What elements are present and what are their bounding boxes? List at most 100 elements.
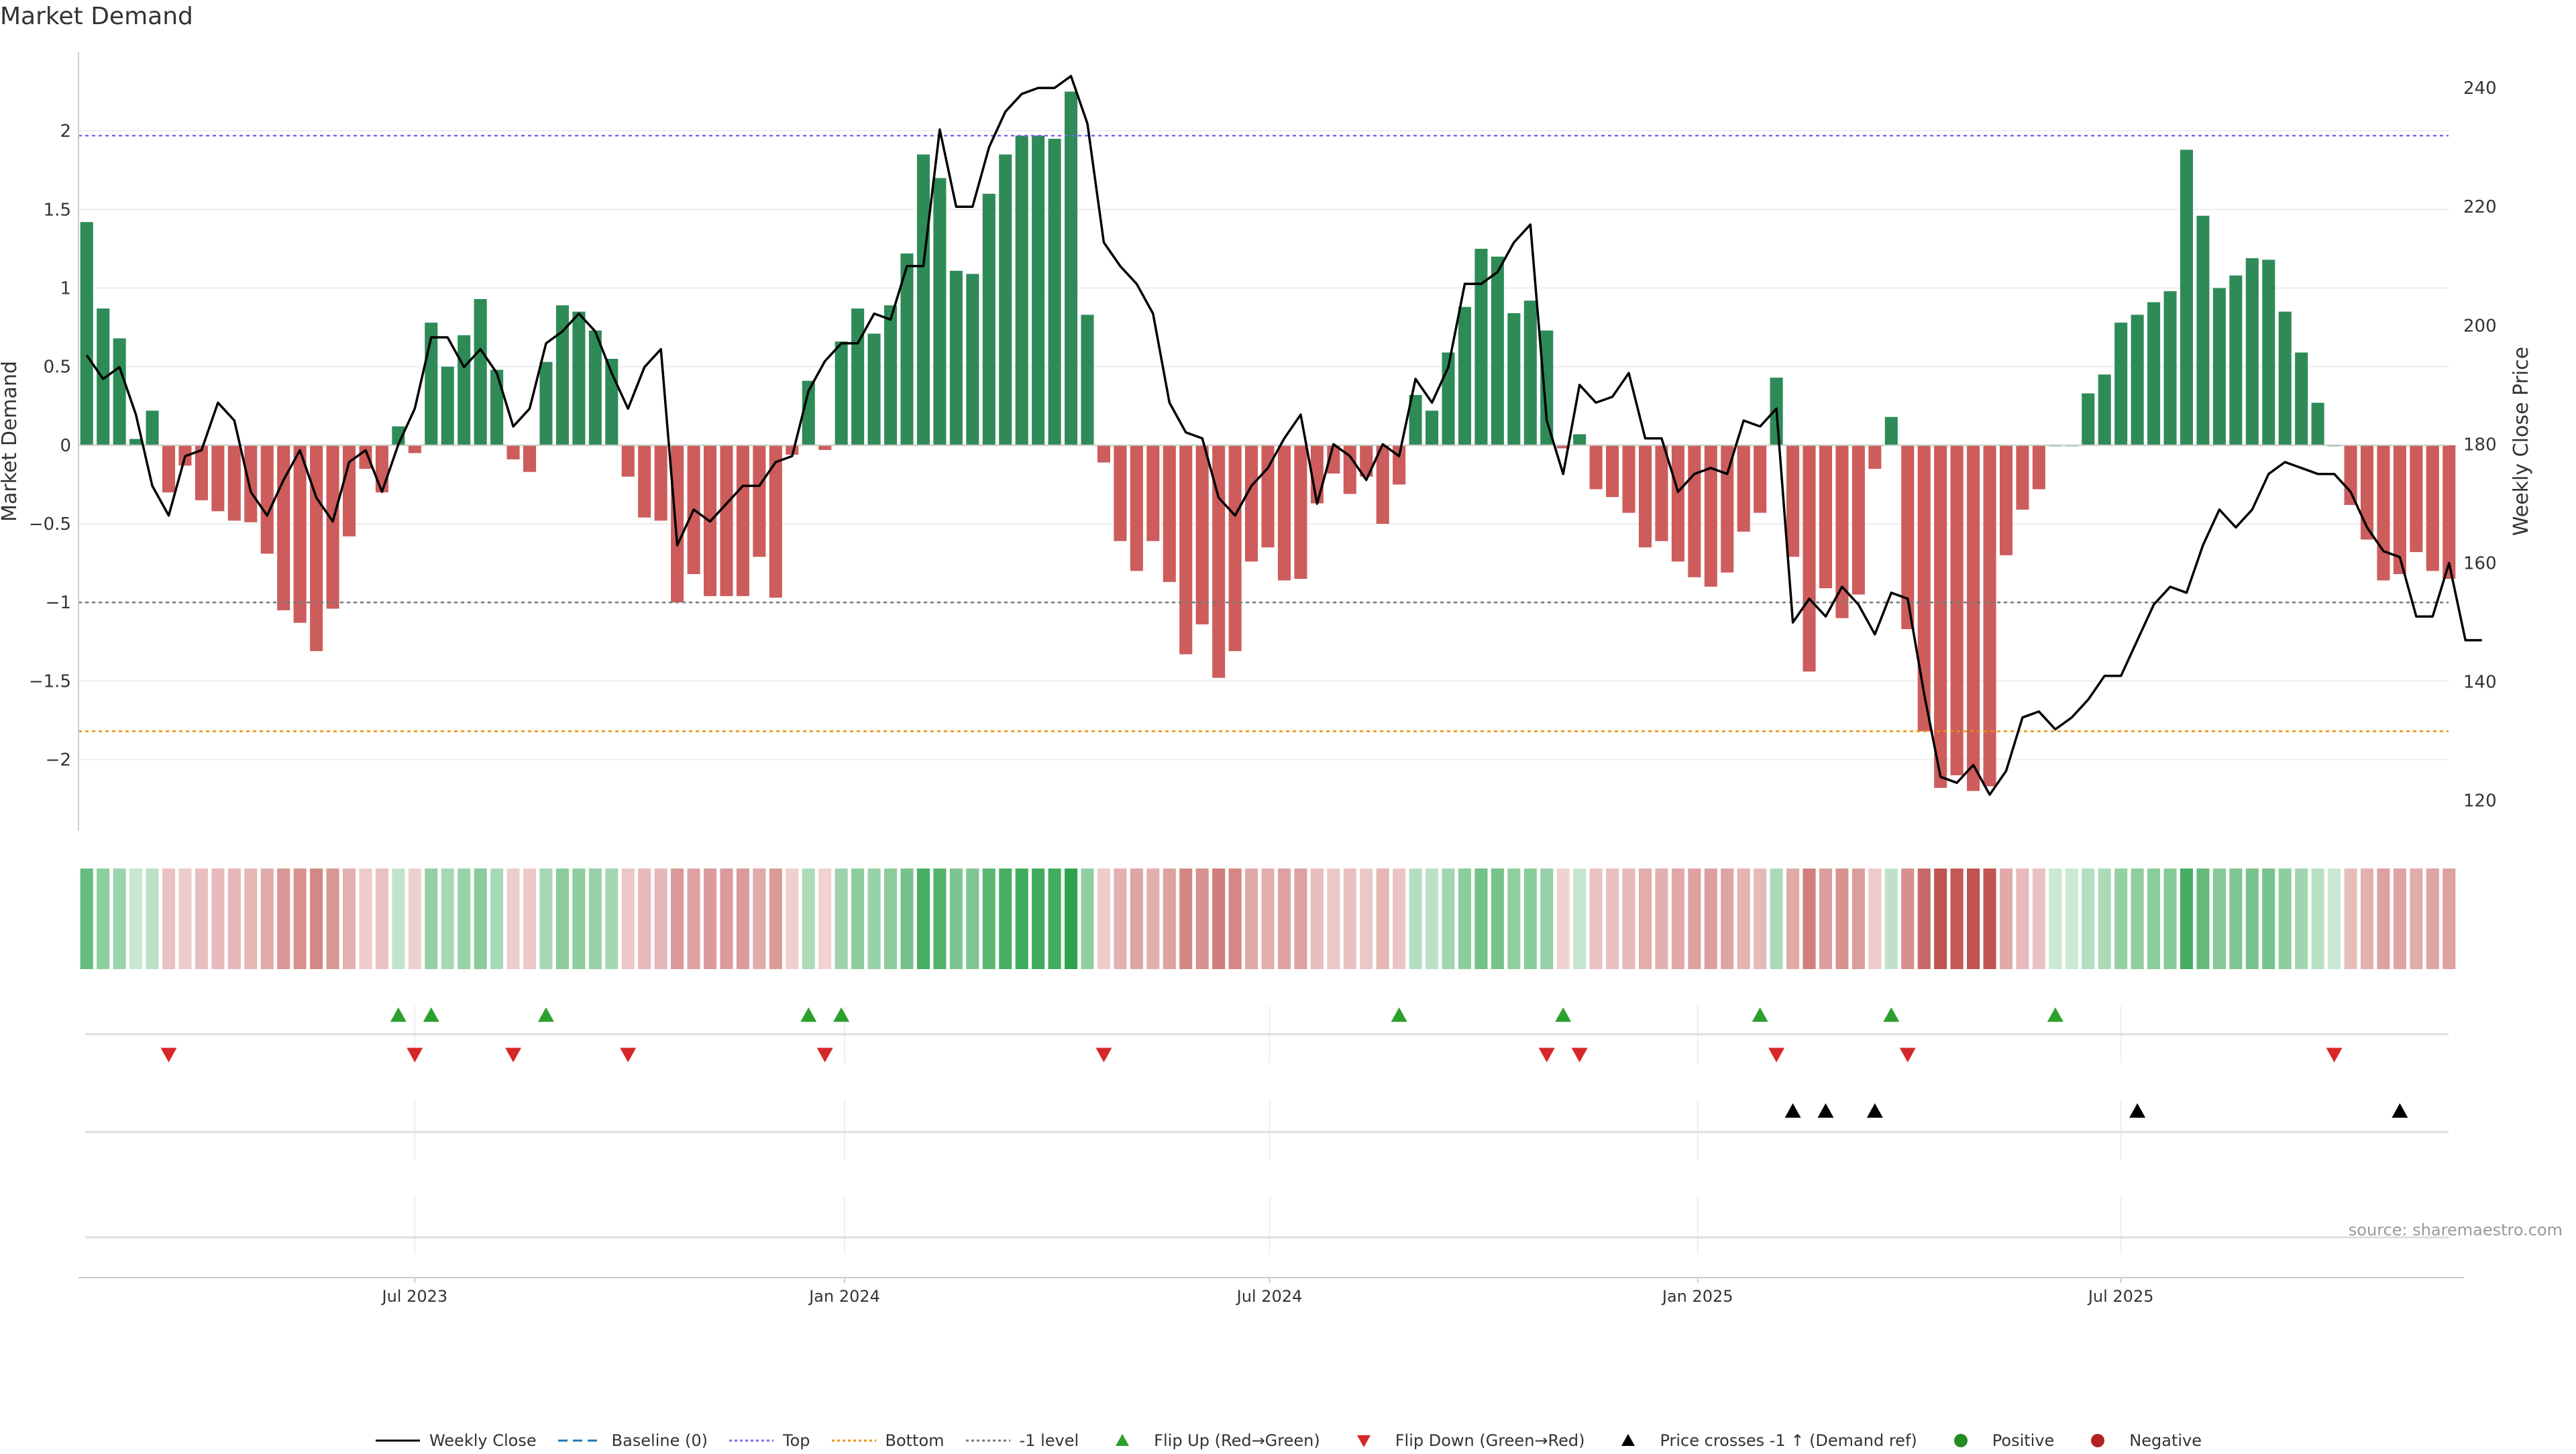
flip-down-marker [2326,1048,2343,1062]
demand-bar [753,445,766,557]
heat-cell [1754,869,1767,969]
flip-down-marker [1538,1048,1555,1062]
heat-cell [2278,869,2292,969]
heat-cell [818,869,832,969]
demand-bar [1803,445,1816,672]
heat-cell [425,869,438,969]
demand-bar [999,154,1012,445]
heat-cell [555,869,569,969]
demand-bar [1540,330,1554,445]
demand-bar [211,445,225,512]
demand-bar [1917,445,1931,732]
heat-cell [211,869,225,969]
demand-bar [1212,445,1226,678]
heat-cell [982,869,996,969]
heat-cell [703,869,717,969]
heat-cell [572,869,586,969]
demand-bar [1081,315,1094,445]
demand-bar [195,445,208,500]
demand-bar [1754,445,1767,513]
demand-bar [720,445,733,596]
legend-item: Price crosses -1 ↑ (Demand ref) [1605,1431,1917,1450]
heat-cell [1983,869,1996,969]
legend-item: Top [728,1431,810,1450]
legend-label: Price crosses -1 ↑ (Demand ref) [1660,1431,1917,1450]
legend-symbol-dash [557,1439,602,1442]
legend-item: Flip Down (Green→Red) [1340,1431,1585,1450]
heat-cell [1426,869,1439,969]
flip-up-marker [390,1007,407,1022]
demand-bar [851,308,865,445]
heat-cell [2065,869,2078,969]
demand-bar [506,445,520,459]
heat-cell [293,869,307,969]
heat-cell [605,869,619,969]
demand-bar [1048,138,1061,445]
heat-cell [490,869,504,969]
heat-cell [671,869,684,969]
heat-cell [2082,869,2095,969]
heat-cell [802,869,815,969]
demand-bar [1556,445,1570,449]
heat-cell [1950,869,1964,969]
heat-cell [900,869,914,969]
heat-cell [1884,869,1898,969]
heat-cell [1638,869,1652,969]
demand-bar [1130,445,1143,571]
y2-tick-label: 120 [2463,791,2497,812]
heat-cell [949,869,963,969]
heat-cell [2196,869,2210,969]
y-tick-label: 1 [60,279,71,299]
y2-tick-label: 200 [2463,316,2497,336]
demand-bar [474,298,487,445]
heat-cell [1803,869,1816,969]
heat-cell [2032,869,2045,969]
legend-label: Negative [2129,1431,2202,1450]
demand-bar [2377,445,2390,581]
demand-bar [2180,150,2194,445]
demand-bar [1934,445,1947,788]
demand-bar [1426,410,1439,445]
heat-cell [1360,869,1373,969]
x-tick-label: Jan 2024 [808,1287,880,1306]
demand-bar [572,311,586,445]
heat-cell [1770,869,1783,969]
demand-bar [146,410,159,445]
demand-bar [1737,445,1750,532]
demand-bar [1195,445,1209,625]
demand-bar [1671,445,1684,562]
heat-cell [162,869,176,969]
legend-item: Negative [2074,1431,2202,1450]
demand-bar [2311,402,2324,445]
legend-label: -1 level [1019,1431,1079,1450]
chart-legend: Weekly Close Baseline (0) Top Bottom -1 leve… [0,1427,2576,1454]
heat-cell [244,869,258,969]
heat-cell [1589,869,1603,969]
demand-bar [408,445,421,453]
heat-cell [2311,869,2324,969]
demand-bar [1704,445,1717,587]
demand-bar [2147,302,2161,445]
demand-bar [359,445,372,469]
heat-cell [2410,869,2423,969]
flip-up-marker [2047,1007,2063,1022]
heat-cell [1507,869,1521,969]
demand-bar [1228,445,1242,651]
demand-bar [2426,445,2439,571]
heat-cell [2163,869,2177,969]
demand-bar [129,439,143,445]
demand-bar [1245,445,1258,562]
demand-bar [310,445,323,651]
legend-symbol-circle [1953,1434,1968,1447]
heat-cell [1228,869,1242,969]
heat-cell [2114,869,2128,969]
heat-cell [1704,869,1717,969]
heat-cell [835,869,848,969]
heat-cell [1967,869,1980,969]
heat-cell [326,869,339,969]
heat-cell [1245,869,1258,969]
heat-cell [1851,869,1865,969]
demand-bar [2131,315,2144,445]
demand-bar [1409,394,1422,445]
